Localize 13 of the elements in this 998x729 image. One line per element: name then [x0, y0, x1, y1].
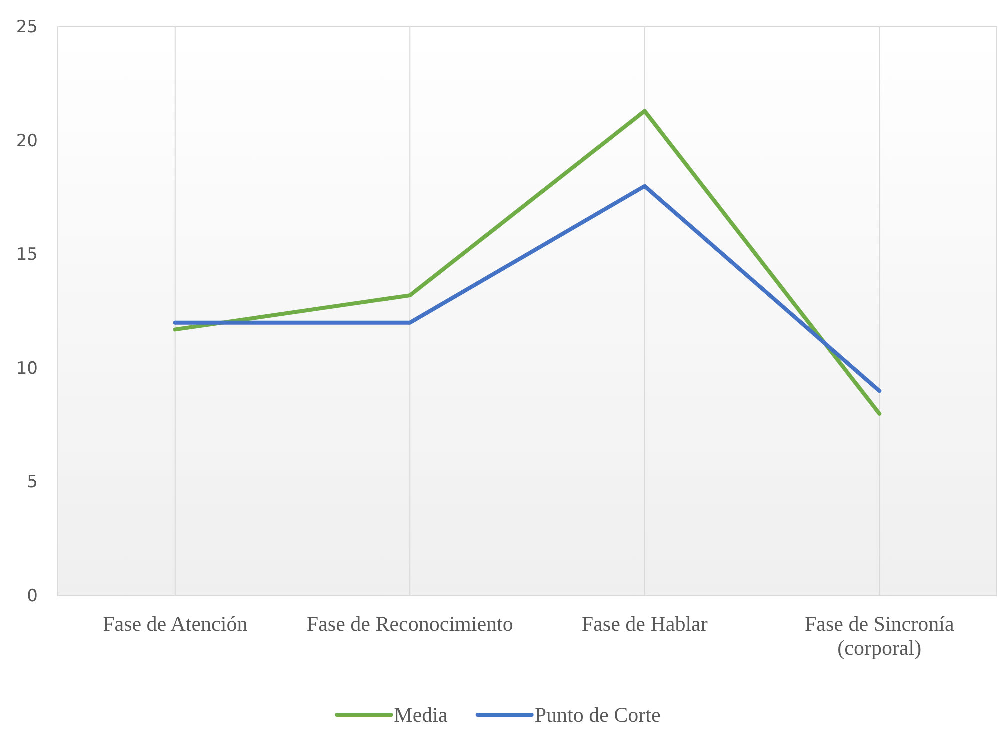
x-tick-label: Fase de Reconocimiento [306, 612, 514, 636]
y-tick-label: 15 [16, 245, 38, 266]
legend-label: Media [394, 703, 448, 727]
y-tick-label: 10 [16, 358, 38, 379]
legend-label: Punto de Corte [534, 703, 661, 727]
y-tick-label: 25 [16, 17, 38, 38]
line-series [173, 109, 882, 416]
x-tick-label: Fase de Hablar [582, 612, 708, 636]
y-tick-label: 0 [27, 586, 38, 606]
x-tick-label: Fase de Atención [103, 612, 248, 636]
y-tick-label: 20 [16, 131, 38, 152]
y-tick-label: 5 [27, 472, 38, 493]
x-tick-label: Fase de Sincronía (corporal) [804, 612, 955, 660]
